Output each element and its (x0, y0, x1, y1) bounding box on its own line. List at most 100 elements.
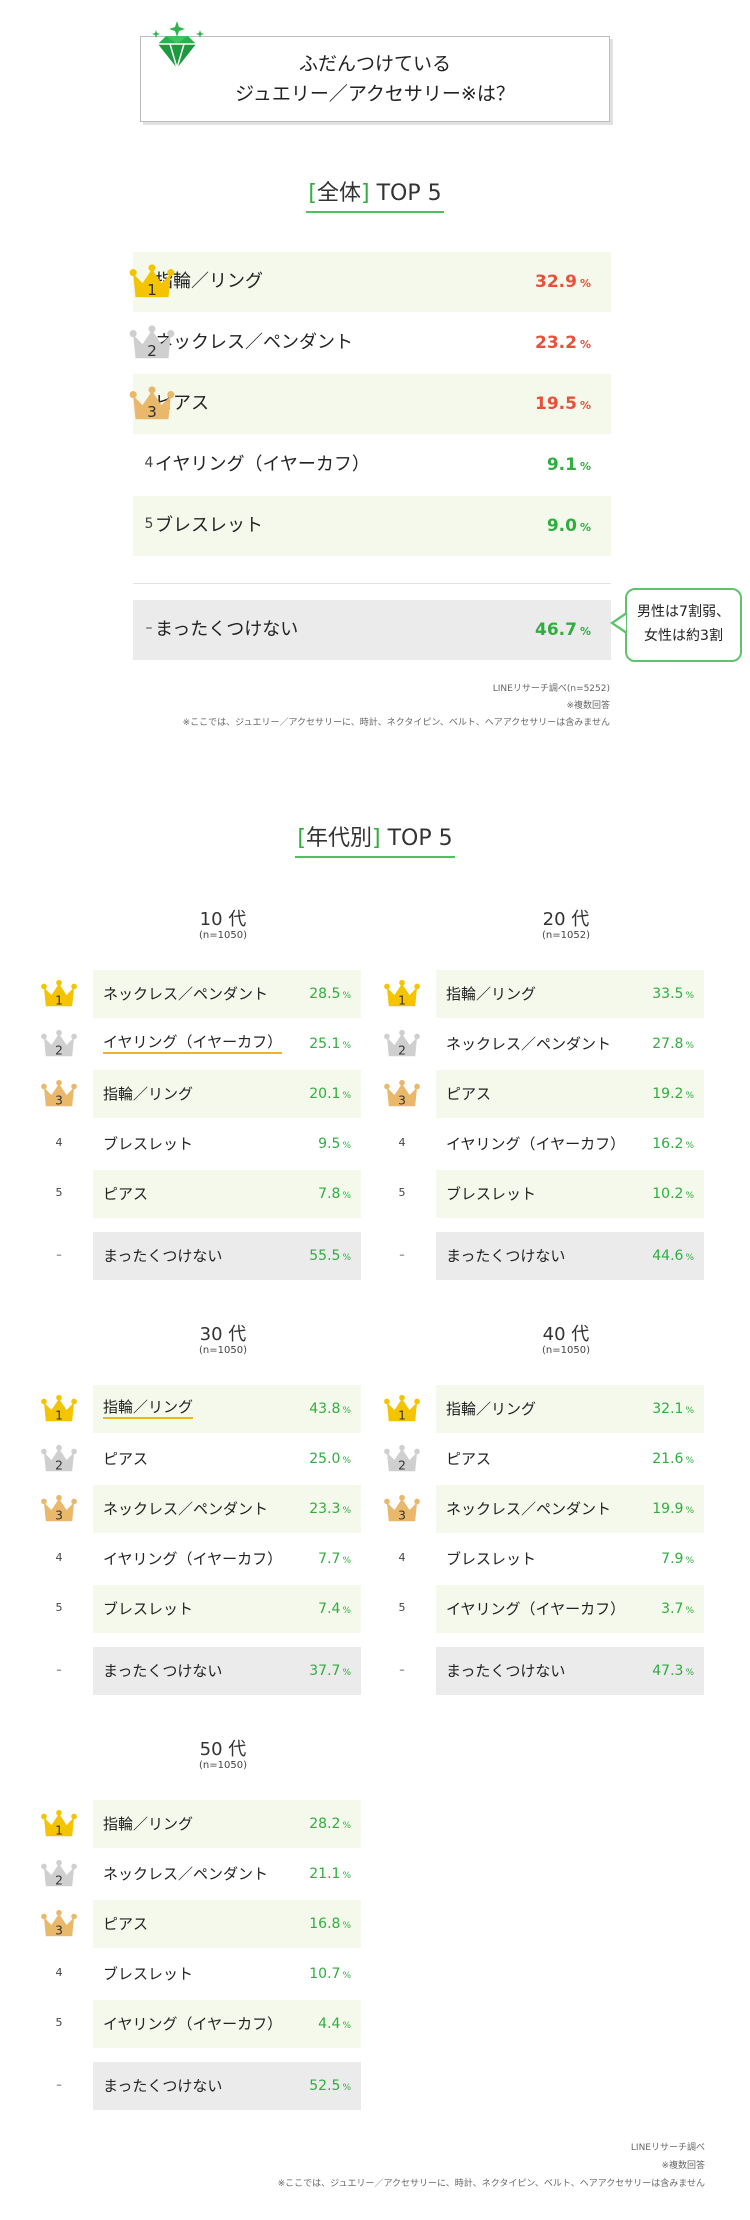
overall-row-label: ネックレス／ペンダント (155, 332, 353, 353)
crown-icon-1: 1 (41, 1809, 77, 1837)
percent-unit: % (342, 1191, 351, 1201)
age-rank-number: – (56, 1663, 62, 1676)
age-rank-number: – (56, 2078, 62, 2091)
age-row-value: 7.4% (318, 1585, 351, 1635)
age-row: ブレスレット 10.7% (93, 1950, 361, 1998)
percent-unit: % (579, 277, 591, 290)
age-row-label: 指輪／リング (103, 1085, 194, 1103)
crown-rank-number: 3 (55, 1923, 63, 1937)
age-row-label: ネックレス／ペンダント (446, 1035, 612, 1053)
crown-icon-2: 2 (41, 1859, 77, 1887)
overall-rank-number: 4 (144, 455, 154, 471)
crown-icon-2: 2 (41, 1029, 77, 1057)
age-row: ピアス 19.2% (436, 1070, 704, 1118)
age-title-word: 年代別 (305, 826, 372, 851)
age-rank-number: 4 (55, 1966, 63, 1979)
age-row-value: 9.5% (318, 1120, 351, 1170)
age-rank-crown: 2 (383, 1443, 421, 1475)
age-row-label: まったくつけない (446, 1247, 566, 1265)
value-number: 16.2 (652, 1136, 684, 1152)
overall-rank-crown: 3 (128, 384, 176, 424)
value-number: 7.4 (318, 1601, 341, 1617)
age-row-value: 28.5% (309, 970, 351, 1020)
age-title-rest: TOP 5 (380, 826, 453, 851)
crown-rank-number: 2 (55, 1043, 63, 1057)
title-line-2: ジュエリー／アクセサリー※は？ (235, 83, 515, 105)
overall-footnote: ※ここでは、ジュエリー／アクセサリーに、時計、ネクタイピン、ベルト、ヘアアクセサ… (182, 718, 610, 728)
bracket-open: [ (297, 826, 306, 851)
overall-row-value: 9.0% (547, 496, 591, 558)
age-row-label: ピアス (103, 1915, 149, 1933)
percent-unit: % (685, 1141, 694, 1151)
value-number: 43.8 (309, 1401, 341, 1417)
age-row: ピアス 21.6% (436, 1435, 704, 1483)
overall-row: 指輪／リング 32.9% (133, 252, 611, 312)
crown-rank-number: 1 (398, 993, 406, 1007)
percent-unit: % (342, 1091, 351, 1101)
age-row: ブレスレット 7.9% (436, 1535, 704, 1583)
overall-row-value: 19.5% (535, 374, 591, 436)
age-row: ピアス 16.8% (93, 1900, 361, 1948)
age-row-label: まったくつけない (103, 2077, 223, 2095)
percent-unit: % (685, 1606, 694, 1616)
crown-icon-3: 3 (41, 1079, 77, 1107)
age-rank-number: 4 (398, 1551, 406, 1564)
value-number: 23.2 (535, 333, 577, 353)
percent-unit: % (342, 1668, 351, 1678)
crown-icon-1: 1 (384, 1394, 420, 1422)
age-row-value: 32.1% (652, 1385, 694, 1435)
age-row-label: ピアス (103, 1450, 149, 1468)
percent-unit: % (342, 1253, 351, 1263)
overall-row-label: 指輪／リング (155, 271, 263, 292)
age-row: ピアス 25.0% (93, 1435, 361, 1483)
crown-rank-number: 2 (398, 1458, 406, 1472)
value-number: 27.8 (652, 1036, 684, 1052)
age-row: ピアス 7.8% (93, 1170, 361, 1218)
age-group-n: (n=1050) (542, 1345, 590, 1356)
age-rank-number: 5 (55, 2016, 63, 2029)
value-number: 19.2 (652, 1086, 684, 1102)
age-row-value: 16.8% (309, 1900, 351, 1950)
percent-unit: % (579, 399, 591, 412)
overall-rank-number: – (145, 620, 153, 636)
value-number: 10.7 (309, 1966, 341, 1982)
age-row-value: 19.2% (652, 1070, 694, 1120)
crown-icon-2: 2 (384, 1444, 420, 1472)
value-number: 16.8 (309, 1916, 341, 1932)
percent-unit: % (685, 1191, 694, 1201)
age-rank-crown: 2 (40, 1028, 78, 1060)
age-rank-number: – (56, 1248, 62, 1261)
crown-icon-3: 3 (384, 1079, 420, 1107)
overall-title-rest: TOP 5 (369, 181, 442, 206)
crown-rank-number: 1 (398, 1408, 406, 1422)
crown-rank-number: 1 (55, 993, 63, 1007)
value-number: 52.5 (309, 2078, 341, 2094)
age-row-value: 10.2% (652, 1170, 694, 1220)
overall-row: ネックレス／ペンダント 23.2% (133, 313, 611, 373)
age-row-value: 27.8% (652, 1020, 694, 1070)
percent-unit: % (342, 1871, 351, 1881)
crown-rank-number: 3 (55, 1508, 63, 1522)
age-rank-crown: 1 (40, 978, 78, 1010)
age-row-value: 47.3% (652, 1647, 694, 1697)
age-rank-crown: 2 (40, 1443, 78, 1475)
age-row-label: イヤリング（イヤーカフ） (103, 1032, 283, 1054)
age-none-row: まったくつけない 37.7% (93, 1647, 361, 1695)
age-row-label: ピアス (446, 1085, 492, 1103)
age-group-n: (n=1052) (542, 930, 590, 941)
percent-unit: % (685, 1091, 694, 1101)
percent-unit: % (342, 1606, 351, 1616)
age-row-value: 33.5% (652, 970, 694, 1020)
value-number: 9.1 (546, 455, 577, 475)
age-group-title: 30 代 (199, 1324, 247, 1345)
value-number: 47.3 (652, 1663, 684, 1679)
age-rank-crown: 1 (40, 1393, 78, 1425)
age-row: イヤリング（イヤーカフ） 3.7% (436, 1585, 704, 1633)
age-row: ブレスレット 10.2% (436, 1170, 704, 1218)
age-row-label: 指輪／リング (103, 1815, 194, 1833)
age-row-value: 44.6% (652, 1232, 694, 1282)
value-number: 4.4 (318, 2016, 341, 2032)
age-row-label: ピアス (446, 1450, 492, 1468)
percent-unit: % (685, 991, 694, 1001)
age-none-row: まったくつけない 52.5% (93, 2062, 361, 2110)
